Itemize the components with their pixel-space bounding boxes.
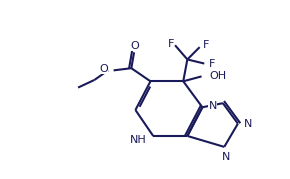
Text: N: N: [209, 101, 217, 111]
Text: O: O: [130, 41, 139, 51]
Text: F: F: [168, 39, 174, 49]
Text: F: F: [209, 59, 215, 69]
Text: N: N: [244, 119, 252, 129]
Text: NH: NH: [130, 135, 146, 145]
Text: OH: OH: [209, 71, 226, 81]
Text: O: O: [99, 64, 108, 74]
Text: F: F: [203, 40, 209, 50]
Text: N: N: [222, 152, 230, 162]
